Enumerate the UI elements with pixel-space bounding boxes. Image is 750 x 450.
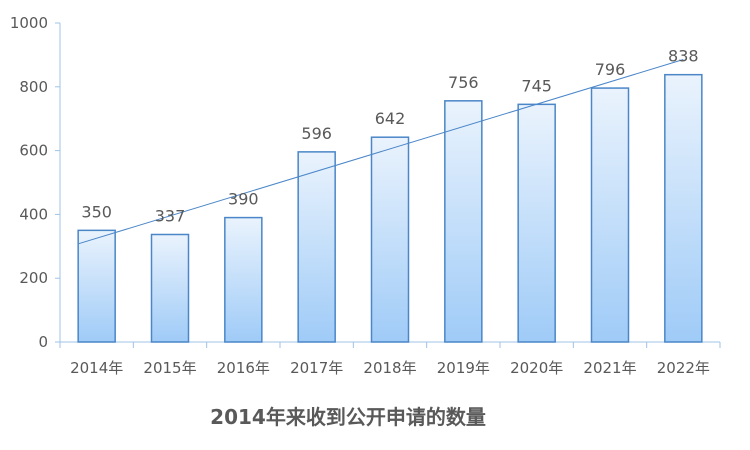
y-tick-label: 800 [19, 78, 48, 96]
data-label: 745 [521, 76, 552, 95]
y-tick-label: 1000 [10, 14, 48, 32]
bar [150, 233, 190, 343]
y-tick-label: 0 [38, 333, 48, 351]
data-label: 596 [301, 124, 332, 143]
bar [664, 73, 703, 343]
data-label: 350 [81, 202, 112, 221]
x-tick-label: 2020年 [510, 359, 563, 377]
x-tick-label: 2016年 [217, 359, 270, 377]
y-axis: 0 200 400 600 800 1000 [10, 14, 61, 351]
bar [590, 87, 630, 343]
chart-title: 2014年来收到公开申请的数量 [210, 405, 486, 429]
trendline [78, 59, 684, 245]
x-tick-label: 2017年 [290, 359, 343, 377]
bar [444, 100, 483, 343]
y-tick-label: 200 [19, 269, 48, 287]
x-tick-label: 2018年 [363, 359, 416, 377]
bar [77, 229, 116, 343]
y-tick-label: 400 [19, 205, 48, 223]
data-label: 337 [155, 206, 186, 225]
data-label: 756 [448, 73, 479, 92]
bar [297, 151, 336, 343]
data-label: 390 [228, 190, 259, 209]
x-tick-label: 2019年 [437, 359, 490, 377]
data-label: 796 [595, 60, 626, 79]
x-axis: 2014年 2015年 2016年 2017年 2018年 2019年 2020年 2021年… [59, 341, 721, 377]
bar [517, 103, 556, 343]
y-tick-label: 600 [19, 142, 48, 160]
bars [77, 73, 703, 343]
data-labels: 350 337 390 596 642 756 745 796 838 [81, 47, 698, 226]
x-tick-label: 2022年 [657, 359, 710, 377]
bar [224, 216, 263, 343]
data-label: 838 [668, 47, 699, 66]
x-tick-label: 2014年 [70, 359, 123, 377]
data-label: 642 [375, 109, 406, 128]
bar [370, 136, 410, 343]
trendline-line [78, 59, 684, 245]
x-tick-label: 2015年 [143, 359, 196, 377]
x-tick-label: 2021年 [583, 359, 636, 377]
